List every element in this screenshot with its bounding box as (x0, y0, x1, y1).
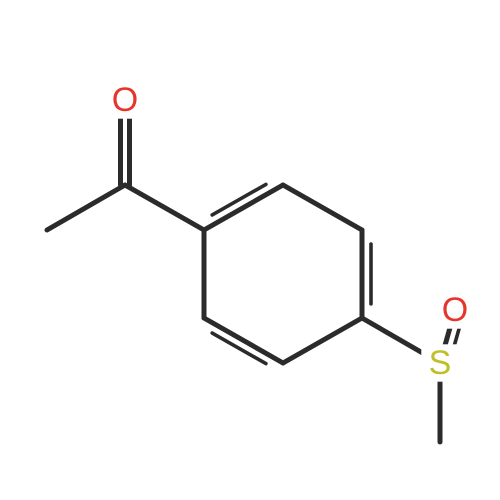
o-atom-label: O (442, 291, 468, 329)
s-atom-label: S (429, 344, 452, 382)
o-atom-label: O (112, 81, 138, 119)
molecule-diagram: OSO (0, 0, 500, 500)
